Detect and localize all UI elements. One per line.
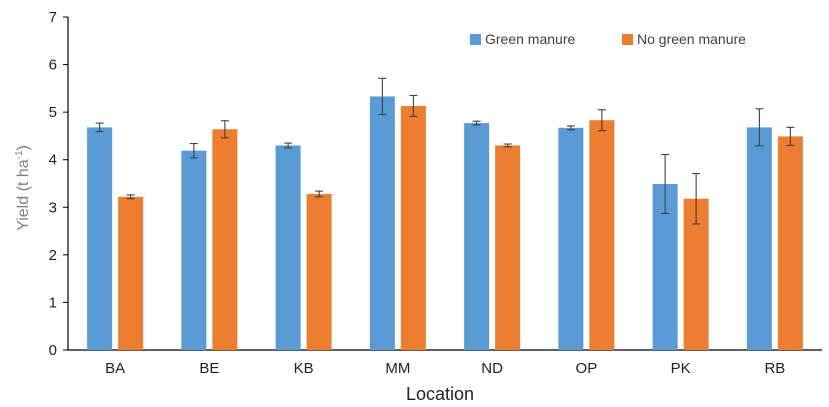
x-tick-label: RB	[764, 360, 785, 377]
bars-layer	[87, 96, 803, 351]
error-bar	[315, 190, 324, 198]
error-bar	[755, 108, 764, 147]
y-tick-label: 1	[49, 294, 57, 311]
error-bars-layer	[95, 77, 795, 225]
bar	[746, 127, 772, 350]
bar	[400, 105, 426, 350]
tick-labels-layer: 0 1 2 3 4 5 6 7 BA BE KB MM ND OP PK RB	[49, 9, 786, 377]
legend-label: Green manure	[485, 31, 575, 47]
y-tick-label: 6	[49, 57, 57, 74]
bar	[118, 196, 144, 350]
legend: Green manure No green manure	[470, 31, 746, 47]
error-bar	[126, 194, 135, 200]
legend-swatch	[622, 34, 633, 45]
y-axis-title: Yield (t ha-1)	[14, 145, 32, 231]
error-bar	[409, 94, 418, 117]
bar	[558, 127, 584, 350]
x-tick-label: MM	[385, 360, 410, 377]
error-bar	[284, 142, 293, 149]
x-tick-label: PK	[671, 360, 691, 377]
bar	[181, 150, 207, 350]
bar	[306, 193, 332, 350]
y-tick-label: 2	[49, 247, 57, 264]
bar	[589, 120, 615, 350]
legend-label: No green manure	[637, 31, 746, 47]
bar	[464, 123, 490, 350]
error-bar	[566, 125, 575, 131]
y-tick-label: 0	[49, 342, 57, 359]
bar	[495, 145, 521, 350]
error-bar	[472, 120, 481, 126]
bar	[369, 96, 395, 351]
y-tick-label: 5	[49, 104, 57, 121]
y-tick-label: 7	[49, 9, 57, 26]
y-tick-label: 3	[49, 199, 57, 216]
x-axis-title: Location	[406, 384, 474, 404]
x-tick-label: BE	[199, 360, 219, 377]
bar	[87, 127, 113, 350]
y-tick-label: 4	[49, 152, 57, 169]
error-bar	[503, 143, 512, 148]
x-tick-label: KB	[294, 360, 314, 377]
x-tick-label: ND	[481, 360, 503, 377]
legend-item: Green manure	[470, 31, 575, 47]
error-bar	[786, 126, 795, 146]
bar	[777, 136, 803, 350]
legend-item: No green manure	[622, 31, 746, 47]
x-tick-label: BA	[105, 360, 125, 377]
error-bar	[220, 120, 229, 139]
legend-swatch	[470, 34, 481, 45]
x-tick-label: OP	[576, 360, 598, 377]
bar	[212, 129, 238, 350]
error-bar	[189, 142, 198, 159]
y-axis-title-superscript: -1	[14, 150, 25, 159]
error-bar	[597, 109, 606, 132]
error-bar	[692, 172, 701, 225]
error-bar	[378, 77, 387, 116]
bar	[275, 145, 301, 350]
error-bar	[661, 153, 670, 215]
error-bar	[95, 122, 104, 133]
